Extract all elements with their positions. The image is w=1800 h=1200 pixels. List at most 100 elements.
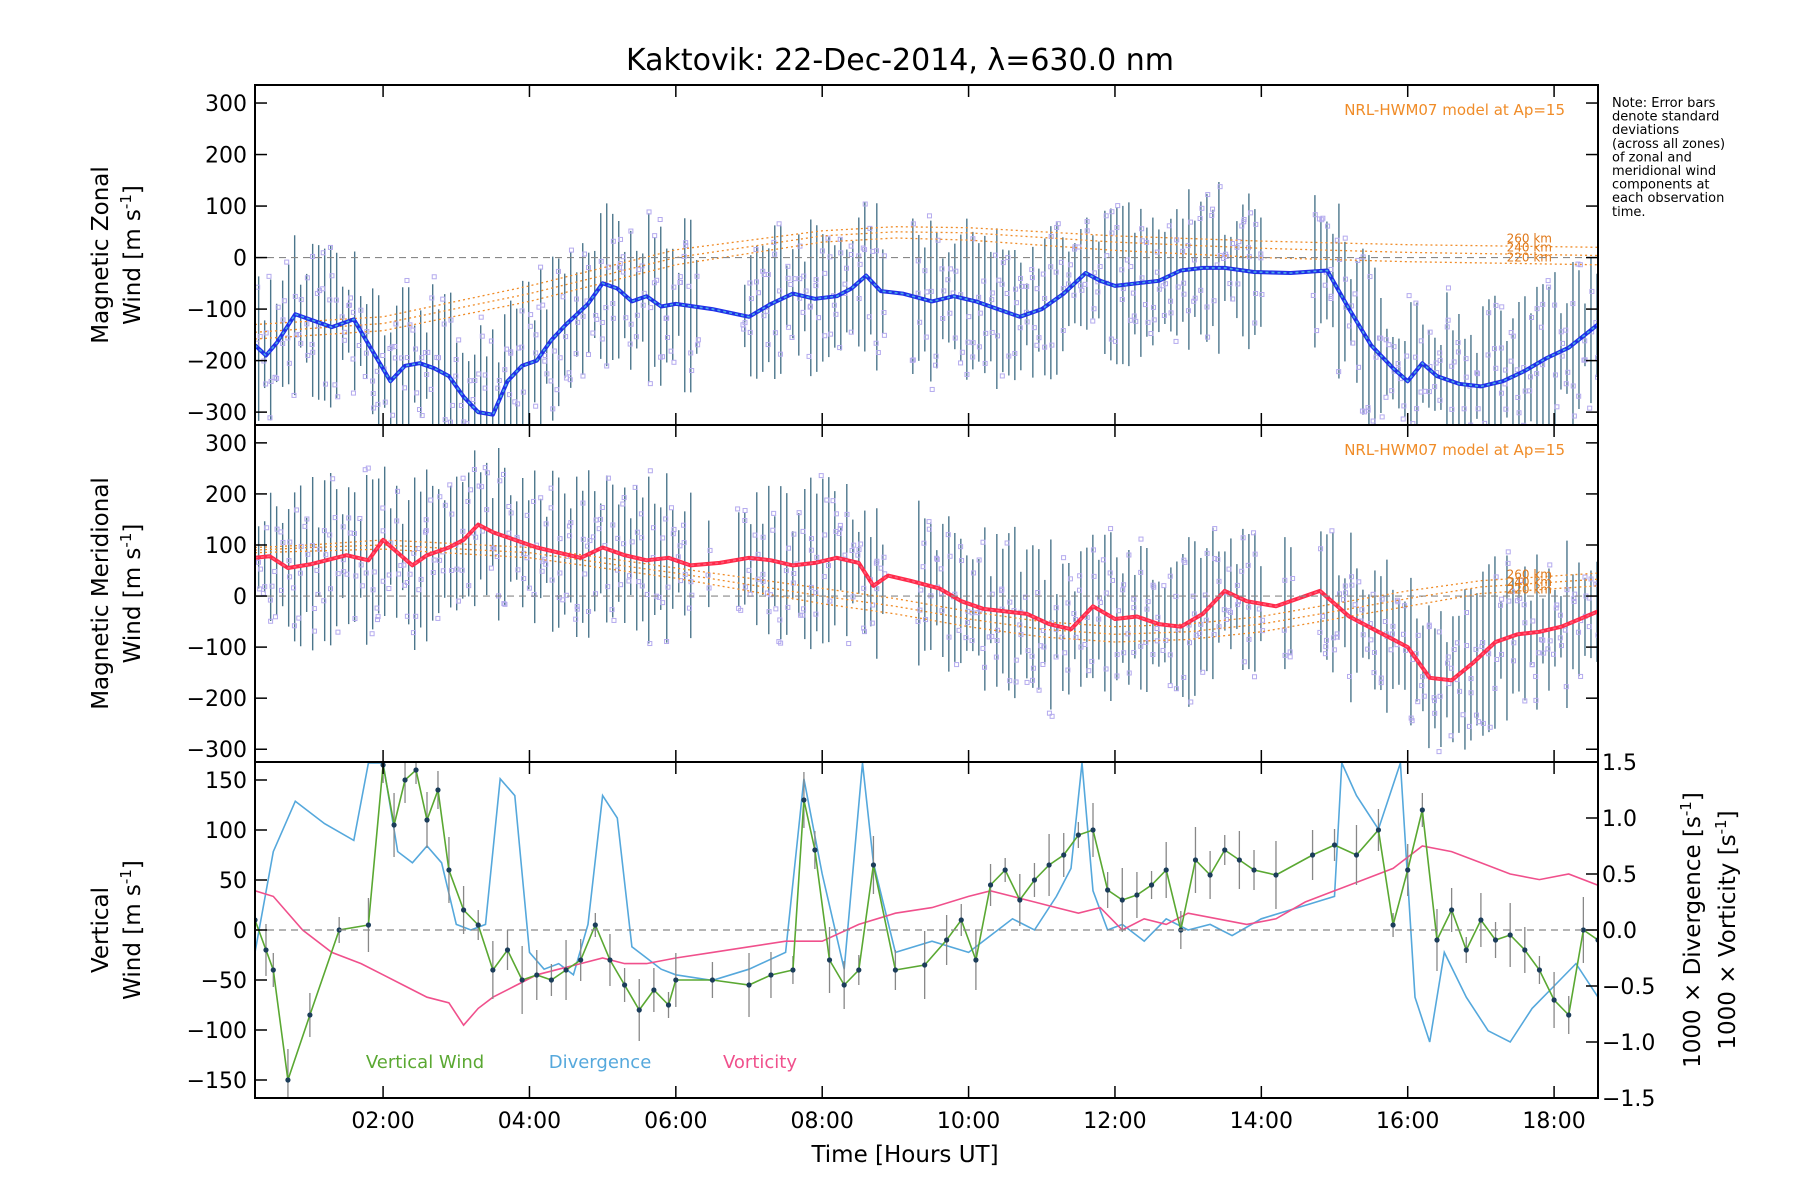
zone-sample bbox=[526, 585, 532, 591]
zone-sample bbox=[627, 573, 633, 579]
vertical-wind-point bbox=[1478, 917, 1484, 923]
zone-sample bbox=[586, 608, 592, 614]
zone-sample bbox=[1468, 422, 1474, 425]
zone-sample bbox=[683, 240, 689, 246]
zone-sample bbox=[536, 304, 542, 310]
zone-sample bbox=[813, 590, 819, 596]
zone-sample bbox=[533, 332, 539, 338]
zone-sample bbox=[620, 269, 626, 275]
zone-sample bbox=[575, 319, 581, 325]
note-line: deviations bbox=[1612, 123, 1679, 138]
zone-sample bbox=[1413, 354, 1419, 360]
zone-sample bbox=[1029, 267, 1035, 273]
zone-sample bbox=[1078, 283, 1084, 289]
zone-sample bbox=[648, 305, 654, 311]
zone-sample bbox=[815, 315, 821, 321]
vorticity-axis-label-end: ] bbox=[1715, 810, 1741, 819]
zone-sample bbox=[946, 634, 952, 640]
zone-sample bbox=[437, 557, 443, 563]
zone-sample bbox=[1188, 219, 1194, 225]
zone-sample bbox=[1038, 643, 1044, 649]
zone-sample bbox=[1124, 257, 1130, 263]
vertical-panel: −150 −100 −50 0 50 100 150 02:00 04:00 06:00 08:00… bbox=[88, 751, 1741, 1134]
vorticity-axis-label-main: 1000 × Vorticity [s bbox=[1715, 834, 1741, 1049]
zone-sample bbox=[814, 554, 820, 560]
zone-sample bbox=[335, 629, 341, 635]
altitude-label: 240 km bbox=[1507, 575, 1552, 589]
zone-sample bbox=[506, 530, 512, 536]
zone-sample bbox=[1221, 607, 1227, 613]
zone-sample bbox=[1030, 665, 1036, 671]
vertical-wind-point bbox=[446, 867, 452, 873]
zone-sample bbox=[293, 507, 299, 513]
vertical-wind-point bbox=[263, 947, 269, 953]
zone-sample bbox=[783, 568, 789, 574]
zone-sample bbox=[1091, 270, 1097, 276]
zone-sample bbox=[1498, 345, 1504, 351]
vertical-wind-point bbox=[1375, 827, 1382, 833]
zone-sample bbox=[1554, 404, 1560, 410]
zone-sample bbox=[1547, 562, 1553, 568]
zone-sample bbox=[1365, 405, 1371, 411]
zone-sample bbox=[1365, 407, 1371, 413]
zone-sample bbox=[1578, 673, 1584, 679]
zone-sample bbox=[304, 275, 310, 281]
vertical-wind-point bbox=[1090, 827, 1096, 833]
zone-sample bbox=[1089, 658, 1095, 664]
zone-sample bbox=[413, 613, 419, 619]
zone-sample bbox=[761, 313, 767, 319]
zone-sample bbox=[596, 526, 602, 532]
zone-sample bbox=[1012, 350, 1018, 356]
zone-sample bbox=[1041, 644, 1047, 650]
zone-sample bbox=[280, 539, 286, 545]
zone-sample bbox=[1128, 264, 1134, 270]
vorticity-axis-label-sup: -1 bbox=[1712, 819, 1730, 834]
zone-sample bbox=[1445, 285, 1451, 291]
zone-sample bbox=[846, 641, 852, 647]
zone-sample bbox=[401, 562, 407, 568]
zone-sample bbox=[1427, 329, 1433, 335]
zone-sample bbox=[647, 641, 653, 647]
zone-sample bbox=[1378, 680, 1384, 686]
zone-sample bbox=[1541, 650, 1547, 656]
vertical-wind-point bbox=[651, 987, 657, 993]
zone-sample bbox=[449, 402, 455, 408]
plot-area bbox=[255, 448, 1598, 755]
zone-sample bbox=[417, 407, 423, 413]
vertical-wind-point bbox=[391, 822, 397, 828]
zone-sample bbox=[1545, 646, 1551, 652]
zone-sample bbox=[280, 340, 286, 346]
zone-sample bbox=[678, 578, 684, 584]
vertical-wind-point bbox=[1331, 842, 1338, 848]
zone-sample bbox=[272, 614, 278, 620]
y-tick-label: −200 bbox=[187, 687, 247, 712]
zone-sample bbox=[386, 572, 392, 578]
note-line: of zonal and bbox=[1612, 150, 1692, 165]
zone-sample bbox=[848, 329, 854, 335]
zone-sample bbox=[999, 281, 1005, 287]
divergence-axis-label: 1000 × Divergence [s-1] bbox=[1677, 792, 1706, 1068]
zone-sample bbox=[1212, 526, 1218, 532]
zone-sample bbox=[1406, 293, 1412, 299]
zone-sample bbox=[573, 351, 579, 357]
zone-sample bbox=[1540, 637, 1546, 643]
zone-sample bbox=[989, 297, 995, 303]
zone-sample bbox=[1436, 749, 1442, 755]
zone-sample bbox=[656, 594, 662, 600]
y-tick-label: −300 bbox=[187, 738, 247, 763]
zone-sample bbox=[422, 350, 428, 356]
zone-sample bbox=[1287, 654, 1293, 660]
zone-sample bbox=[359, 583, 365, 589]
zone-sample bbox=[1322, 282, 1328, 288]
zone-sample bbox=[599, 319, 605, 325]
zone-sample bbox=[629, 539, 635, 545]
vertical-wind-point bbox=[1405, 867, 1411, 873]
zone-sample bbox=[554, 387, 560, 393]
zone-sample bbox=[358, 562, 364, 568]
zone-sample bbox=[548, 378, 554, 384]
zone-sample bbox=[1547, 638, 1553, 644]
vertical-wind-point bbox=[402, 777, 408, 783]
zone-sample bbox=[1356, 364, 1362, 370]
vertical-wind-line bbox=[255, 764, 1598, 1081]
